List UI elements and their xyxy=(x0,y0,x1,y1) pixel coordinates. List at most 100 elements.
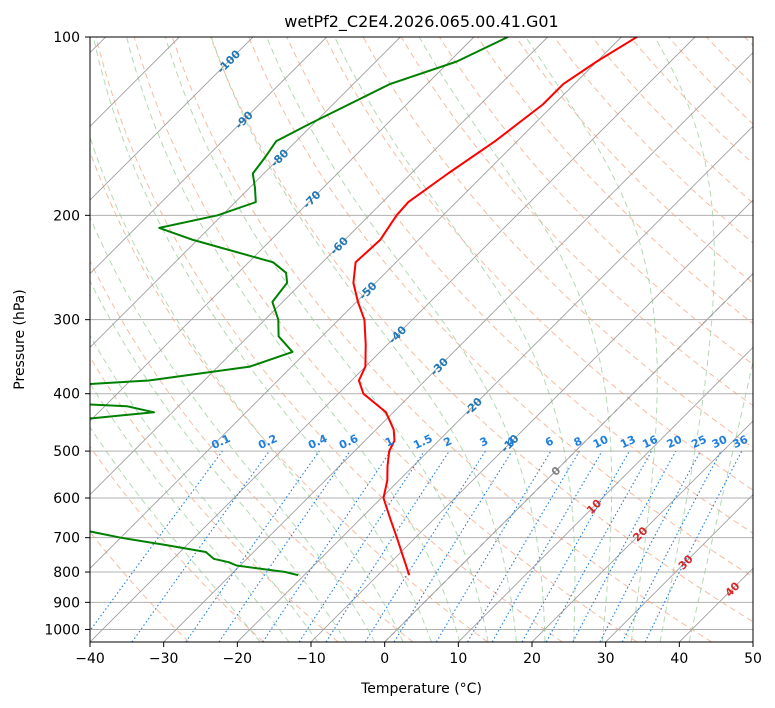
zero-isotherm xyxy=(384,272,753,642)
isotherm xyxy=(605,494,753,642)
mixing-ratio-label: 13 xyxy=(618,433,637,451)
moist-adiabat xyxy=(90,382,290,642)
isotherm xyxy=(90,37,254,201)
mixing-ratio-label: 3 xyxy=(478,434,490,449)
mixing-ratio-line xyxy=(545,450,653,642)
x-axis-title: Temperature (°C) xyxy=(360,681,482,697)
moist-adiabat xyxy=(92,37,432,642)
y-tick-label: 1000 xyxy=(44,622,80,638)
isotherm-label: 40 xyxy=(723,579,743,599)
dry-adiabat xyxy=(133,37,638,642)
isotherm-label: -40 xyxy=(386,323,409,346)
isotherm-label: -30 xyxy=(428,355,451,378)
y-tick-label: 300 xyxy=(53,313,80,329)
dry-adiabat xyxy=(744,37,753,47)
mixing-ratio-line xyxy=(521,450,630,642)
mixing-ratio-label: 16 xyxy=(640,433,660,451)
moist-adiabats xyxy=(90,37,753,642)
y-tick-label: 100 xyxy=(53,30,80,46)
moist-adiabat xyxy=(654,37,715,642)
y-tick-label: 900 xyxy=(53,595,80,611)
x-tick-label: 10 xyxy=(449,651,467,667)
temperature-profile xyxy=(352,37,638,576)
isotherm xyxy=(90,37,475,422)
mixing-ratio-labels: 0.1 0.2 0.4 0.6 1 1.5 2 3 4 6 8 10 13 16 20 25 30 36 xyxy=(209,432,750,452)
isotherm-label: 20 xyxy=(630,524,650,544)
mixing-ratio-line xyxy=(131,450,270,642)
y-tick-label: 600 xyxy=(53,491,80,507)
mixing-ratio-line xyxy=(599,450,701,642)
y-axis: 100 200 300 400 500 600 700 800 900 1000 xyxy=(44,30,90,638)
pressure-gridlines xyxy=(90,37,753,630)
dry-adiabat xyxy=(553,37,753,244)
isotherm xyxy=(90,37,327,275)
isotherm xyxy=(90,37,622,569)
isotherm-label: -50 xyxy=(356,279,379,302)
y-tick-label: 500 xyxy=(53,444,80,460)
profile-series xyxy=(90,37,638,577)
isotherms xyxy=(90,37,753,642)
mixing-ratio-label: 25 xyxy=(689,433,708,451)
y-tick-label: 700 xyxy=(53,531,80,547)
dry-adiabat xyxy=(90,259,414,642)
x-tick-label: −20 xyxy=(223,651,253,667)
mixing-ratio-label: 1.5 xyxy=(411,432,434,452)
dry-adiabats xyxy=(90,37,753,642)
mixing-ratio-lines xyxy=(90,450,743,642)
moist-adiabat xyxy=(90,334,319,642)
mixing-ratio-line xyxy=(572,450,677,642)
isotherm-label: -60 xyxy=(328,234,351,257)
isotherm-label: 30 xyxy=(676,552,696,572)
isotherm xyxy=(90,37,696,642)
isotherm-label: -70 xyxy=(300,188,323,211)
x-tick-label: 0 xyxy=(380,651,389,667)
moist-adiabat xyxy=(525,37,658,642)
x-axis: −40 −30 −20 −10 0 10 20 30 40 50 xyxy=(75,642,762,667)
isotherm xyxy=(458,346,753,642)
x-tick-label: 40 xyxy=(670,651,688,667)
y-tick-label: 800 xyxy=(53,565,80,581)
isotherm-label: 0 xyxy=(549,464,564,479)
moist-adiabat xyxy=(688,358,753,642)
isotherm xyxy=(90,37,548,496)
dry-adiabat xyxy=(90,356,339,642)
isotherm-label: 10 xyxy=(584,497,604,517)
dry-adiabat xyxy=(668,37,753,125)
moist-adiabat xyxy=(210,37,517,642)
y-axis-title: Pressure (hPa) xyxy=(12,289,28,389)
y-tick-label: 200 xyxy=(53,208,80,224)
mixing-ratio-label: 20 xyxy=(665,433,685,451)
plot-area: -100-90-80-70-60-50-40-30-20-10010203040… xyxy=(90,37,753,642)
dry-adiabat xyxy=(706,37,753,86)
dry-adiabat xyxy=(591,37,753,204)
mixing-ratio-line xyxy=(262,450,392,642)
mixing-ratio-line xyxy=(218,450,351,642)
moist-adiabat xyxy=(334,37,576,642)
mixing-ratio-line xyxy=(325,450,450,642)
mixing-ratio-line xyxy=(90,450,223,632)
mixing-ratio-label: 8 xyxy=(572,434,584,449)
dry-adiabat xyxy=(515,37,753,284)
isotherm xyxy=(237,125,753,642)
mixing-ratio-label: 6 xyxy=(543,434,556,449)
isotherm-label: -20 xyxy=(462,395,485,418)
isotherm xyxy=(163,52,753,642)
mixing-ratio-line xyxy=(393,450,513,642)
isotherm-label: -100 xyxy=(215,47,244,76)
mixing-ratio-line xyxy=(298,450,425,642)
mixing-ratio-line xyxy=(435,450,552,642)
isotherm-label: -90 xyxy=(233,108,256,131)
mixing-ratio-label: 30 xyxy=(710,433,730,451)
moist-adiabat xyxy=(90,135,404,642)
dry-adiabat xyxy=(248,37,753,578)
isotherm-label: -80 xyxy=(268,146,291,169)
chart-title: wetPf2_C2E4.2026.065.00.41.G01 xyxy=(284,12,558,32)
dewpoint-profile xyxy=(90,37,509,577)
x-tick-label: 20 xyxy=(523,651,541,667)
mixing-ratio-label: 10 xyxy=(591,433,611,451)
dry-adiabat xyxy=(90,150,488,642)
x-tick-label: −30 xyxy=(149,651,179,667)
x-tick-label: −40 xyxy=(75,651,105,667)
